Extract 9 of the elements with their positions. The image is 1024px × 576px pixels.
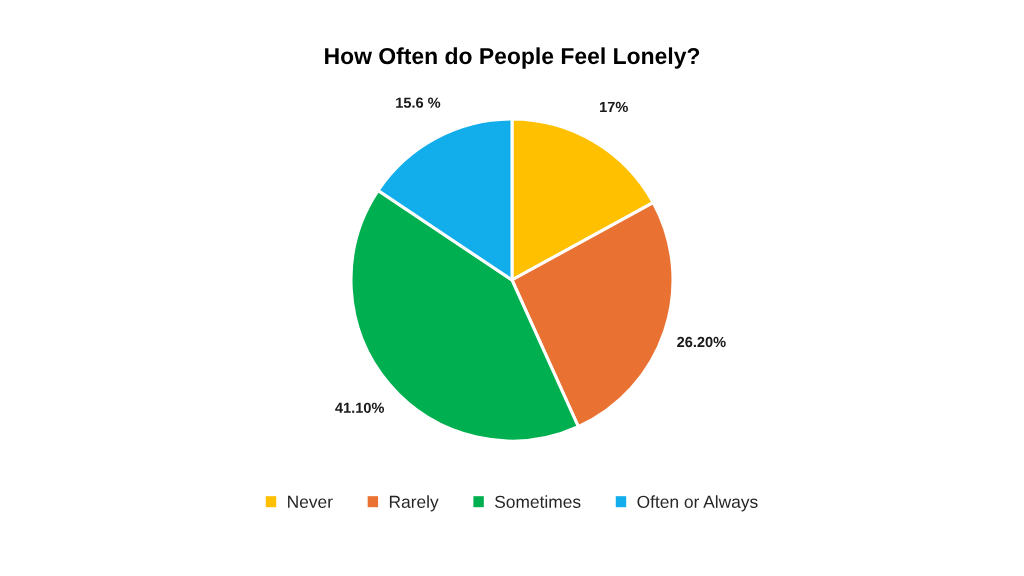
legend-label: Sometimes	[495, 495, 581, 508]
data-label: 41.10%	[335, 402, 385, 413]
chart-title: How Often do People Feel Lonely?	[325, 47, 700, 69]
legend-label: Often or Always	[637, 495, 758, 512]
data-label: 17%	[600, 101, 628, 113]
legend-label: Rarely	[389, 495, 439, 512]
data-label: 15.6 %	[396, 97, 441, 108]
legend-label: Never	[288, 495, 333, 508]
data-label: 26.20%	[677, 336, 726, 348]
